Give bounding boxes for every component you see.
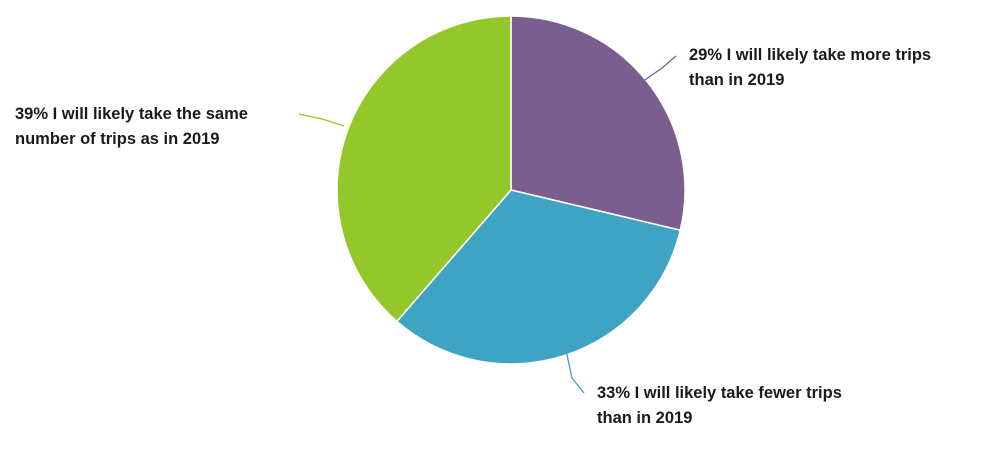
- pie-slice-1: [510, 15, 686, 232]
- slice-label-1-line-1: 29% I will likely take more trips: [689, 46, 931, 64]
- slice-label-3-line-2: number of trips as in 2019: [15, 130, 219, 148]
- slice-label-1-line-2: than in 2019: [689, 71, 784, 89]
- pie-slice-2: [395, 189, 682, 365]
- slice-label-2-line-2: than in 2019: [597, 409, 692, 427]
- slice-label-3-line-1: 39% I will likely take the same: [15, 105, 248, 123]
- pie-slices: [336, 15, 686, 365]
- slice-label-2: 33% I will likely take fewer trips than i…: [597, 384, 842, 427]
- slice-label-3: 39% I will likely take the same number of…: [15, 105, 248, 148]
- slice-labels: 29% I will likely take more trips than in…: [15, 46, 931, 427]
- leader-line-3: [298, 113, 345, 127]
- slice-label-2-line-1: 33% I will likely take fewer trips: [597, 384, 842, 402]
- leader-line-2: [565, 349, 585, 394]
- pie-slice-3: [336, 15, 512, 323]
- leader-lines: [298, 55, 677, 394]
- slice-label-1: 29% I will likely take more trips than in…: [689, 46, 931, 89]
- leader-line-1: [641, 55, 677, 83]
